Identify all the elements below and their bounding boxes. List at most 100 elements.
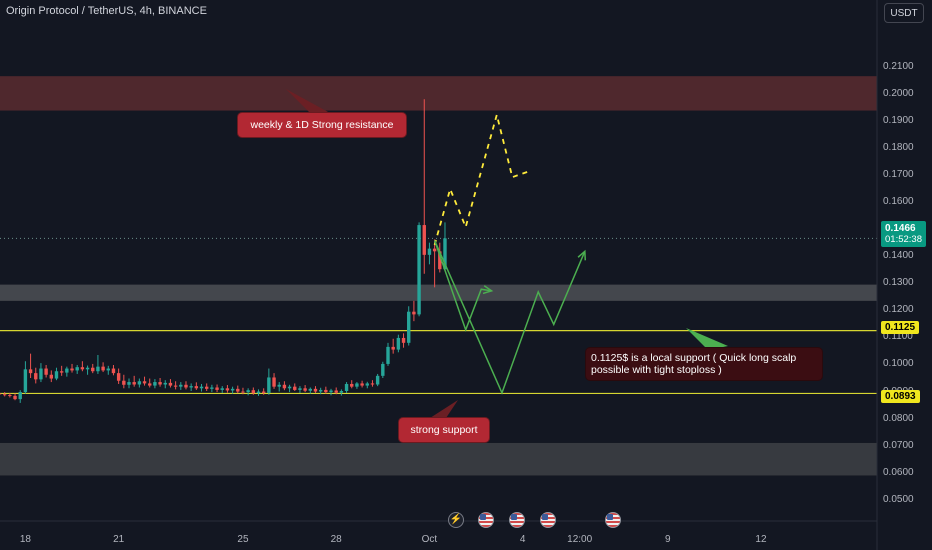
- us-flag-icon[interactable]: [540, 512, 556, 528]
- level-tag-upper: 0.1125: [881, 321, 920, 334]
- countdown-timer: 01:52:38: [885, 234, 922, 245]
- candle-body: [427, 248, 432, 255]
- candle-body: [313, 388, 318, 392]
- x-tick-label: 12:00: [567, 534, 593, 545]
- candle-body: [59, 371, 64, 373]
- candle-body: [282, 384, 287, 389]
- us-flag-icon[interactable]: [509, 512, 525, 528]
- candle-body: [163, 382, 167, 385]
- candle-body: [18, 392, 22, 400]
- candle-body: [324, 389, 328, 393]
- candle-body: [318, 389, 323, 392]
- us-flag-icon[interactable]: [605, 512, 621, 528]
- y-tick-label: 0.1600: [883, 196, 914, 208]
- candle-body: [236, 388, 240, 392]
- candle-body: [75, 367, 79, 371]
- x-tick-label: 28: [330, 534, 342, 545]
- x-tick-label: 12: [755, 534, 767, 545]
- y-tick-label: 0.1000: [883, 358, 914, 370]
- y-tick-label: 0.1800: [883, 141, 914, 153]
- candle-body: [360, 383, 364, 386]
- candle-body: [293, 386, 297, 390]
- x-tick-label: Oct: [421, 534, 438, 545]
- candle-body: [272, 377, 276, 387]
- candle-body: [49, 374, 53, 379]
- resistance-zone: [0, 76, 877, 111]
- candle-body: [106, 368, 110, 371]
- y-tick-label: 0.0800: [883, 412, 914, 424]
- candle-body: [54, 371, 59, 379]
- lightning-event-icon[interactable]: ⚡: [448, 512, 464, 528]
- candle-body: [44, 368, 48, 375]
- candle-body: [96, 366, 100, 372]
- support-annotation[interactable]: strong support: [399, 418, 489, 442]
- candle-body: [355, 383, 359, 387]
- candle-body: [339, 391, 344, 393]
- local-support-arrow: [686, 328, 728, 350]
- candle-body: [438, 251, 442, 270]
- us-flag-icon[interactable]: [478, 512, 494, 528]
- candle-body: [220, 388, 224, 390]
- candle-body: [158, 382, 162, 385]
- y-tick-label: 0.1200: [883, 304, 914, 316]
- candle-body: [432, 248, 437, 252]
- forecast-arrow-head: [577, 249, 587, 261]
- candle-body: [246, 390, 250, 393]
- candle-body: [303, 388, 307, 391]
- y-tick-label: 0.1300: [883, 277, 914, 289]
- candle-body: [34, 373, 38, 380]
- support-zone-upper: [0, 284, 877, 301]
- candle-body: [65, 368, 69, 373]
- candle-body: [381, 363, 385, 376]
- candle-body: [101, 366, 105, 371]
- candles-layer: [0, 99, 447, 403]
- candle-body: [241, 391, 245, 393]
- candle-body: [261, 391, 266, 393]
- candle-body: [329, 390, 333, 393]
- candle-body: [298, 388, 302, 390]
- candle-body: [396, 337, 401, 350]
- candle-body: [70, 368, 74, 371]
- candle-body: [287, 386, 292, 389]
- candle-body: [308, 388, 312, 391]
- candle-body: [153, 382, 157, 386]
- candle-body: [142, 381, 147, 384]
- candle-body: [407, 311, 411, 343]
- candle-body: [391, 346, 395, 350]
- candle-body: [91, 367, 95, 372]
- candle-body: [375, 375, 380, 385]
- candle-body: [132, 382, 136, 385]
- y-tick-label: 0.1900: [883, 114, 914, 126]
- candle-body: [80, 367, 85, 370]
- candle-body: [386, 346, 390, 364]
- current-price-value: 0.1466: [885, 223, 916, 234]
- candle-body: [277, 384, 281, 387]
- candle-body: [210, 387, 214, 389]
- support-zone-lower: [0, 442, 877, 476]
- candle-body: [230, 388, 235, 391]
- forecast-layer: [433, 111, 587, 395]
- y-tick-label: 0.1700: [883, 168, 914, 180]
- candle-body: [23, 369, 28, 393]
- x-tick-label: 21: [113, 534, 125, 545]
- current-price-tag: 0.1466 01:52:38: [881, 221, 926, 247]
- y-tick-label: 0.0700: [883, 439, 914, 451]
- forecast-green-long-path: [433, 240, 586, 395]
- candle-body: [2, 394, 7, 396]
- resistance-annotation[interactable]: weekly & 1D Strong resistance: [238, 113, 406, 137]
- candle-body: [199, 386, 204, 389]
- x-tick-label: 9: [664, 534, 671, 545]
- candle-body: [194, 386, 199, 389]
- currency-button[interactable]: USDT: [884, 3, 924, 23]
- forecast-yellow-path: [433, 111, 529, 246]
- candle-body: [148, 383, 152, 386]
- chart-title: Origin Protocol / TetherUS, 4h, BINANCE: [6, 5, 207, 17]
- candle-body: [122, 380, 126, 385]
- candle-body: [179, 384, 183, 387]
- candle-body: [85, 367, 90, 370]
- candle-body: [137, 381, 142, 385]
- candle-body: [370, 383, 375, 385]
- local-support-annotation[interactable]: 0.1125$ is a local support ( Quick long …: [586, 348, 822, 380]
- candle-body: [39, 368, 43, 380]
